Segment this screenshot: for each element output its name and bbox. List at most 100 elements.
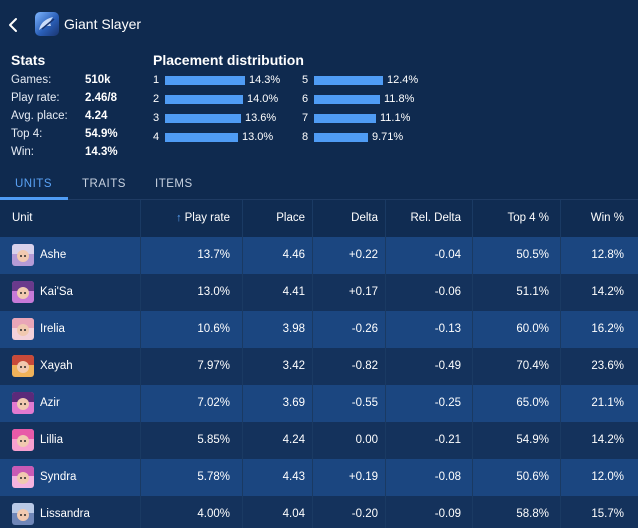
distribution-row: 8 9.71%: [302, 131, 442, 145]
placement-percent: 14.3%: [249, 74, 281, 86]
column-header-unit[interactable]: Unit: [12, 212, 33, 224]
cell-top4: 58.8%: [516, 508, 549, 520]
stat-value: 2.46/8: [85, 92, 117, 104]
distribution-row: 3 13.6%: [153, 112, 293, 126]
distribution-bar: [314, 76, 383, 85]
placement-number: 4: [153, 131, 160, 143]
table-row[interactable]: Kai'Sa 13.0% 4.41 +0.17 -0.06 51.1% 14.2%: [0, 274, 638, 311]
column-header-top4[interactable]: Top 4 %: [507, 212, 549, 224]
table-row[interactable]: Syndra 5.78% 4.43 +0.19 -0.08 50.6% 12.0%: [0, 459, 638, 496]
avatar-face: [17, 287, 29, 299]
distribution-bar: [165, 133, 238, 142]
placement-percent: 11.1%: [380, 112, 411, 124]
cell-play-rate: 5.78%: [197, 471, 230, 483]
placement-number: 1: [153, 74, 160, 86]
tab-traits[interactable]: TRAITS: [82, 178, 126, 190]
avatar-eye: [20, 477, 22, 479]
cell-play-rate: 7.97%: [197, 360, 230, 372]
avatar-eye: [20, 255, 22, 257]
cell-delta: -0.55: [351, 397, 378, 409]
placement-number: 3: [153, 112, 160, 124]
column-divider: [242, 200, 243, 528]
champion-avatar-icon: [12, 466, 34, 488]
distribution-row: 5 12.4%: [302, 74, 442, 88]
placement-number: 7: [302, 112, 309, 124]
column-divider: [312, 200, 313, 528]
cell-rel-delta: -0.04: [434, 249, 461, 261]
placement-percent: 13.6%: [245, 112, 277, 124]
cell-rel-delta: -0.06: [434, 286, 461, 298]
avatar-eye: [20, 366, 22, 368]
avatar-face: [17, 361, 29, 373]
header: Giant Slayer: [0, 0, 638, 50]
column-header-delta[interactable]: Delta: [351, 212, 378, 224]
table-row[interactable]: Lissandra 4.00% 4.04 -0.20 -0.09 58.8% 15.7%: [0, 496, 638, 528]
champion-avatar-icon: [12, 355, 34, 377]
placement-percent: 12.4%: [387, 74, 419, 86]
table-row[interactable]: Azir 7.02% 3.69 -0.55 -0.25 65.0% 21.1%: [0, 385, 638, 422]
tab-items[interactable]: ITEMS: [155, 178, 193, 190]
cell-rel-delta: -0.08: [434, 471, 461, 483]
cell-win: 21.1%: [591, 397, 624, 409]
stat-label: Play rate:: [11, 92, 60, 104]
table-row[interactable]: Xayah 7.97% 3.42 -0.82 -0.49 70.4% 23.6%: [0, 348, 638, 385]
column-header-win[interactable]: Win %: [590, 212, 624, 224]
champion-avatar-icon: [12, 281, 34, 303]
cell-win: 23.6%: [591, 360, 624, 372]
avatar-face: [17, 472, 29, 484]
column-header-place[interactable]: Place: [276, 212, 305, 224]
column-header-play-rate[interactable]: ↑ Play rate: [172, 212, 230, 224]
cell-win: 16.2%: [591, 323, 624, 335]
placement-number: 6: [302, 93, 309, 105]
placement-percent: 9.71%: [372, 131, 404, 143]
cell-place: 3.98: [282, 323, 305, 335]
avatar-eye: [20, 292, 22, 294]
cell-rel-delta: -0.13: [434, 323, 461, 335]
distribution-bar: [314, 133, 368, 142]
stat-label: Win:: [11, 146, 34, 158]
column-divider: [140, 200, 141, 528]
avatar-eye: [20, 514, 22, 516]
back-arrow-icon[interactable]: [6, 13, 22, 37]
tab-units[interactable]: UNITS: [15, 178, 52, 190]
distribution-bar: [165, 95, 243, 104]
cell-play-rate: 5.85%: [197, 434, 230, 446]
table-row[interactable]: Lillia 5.85% 4.24 0.00 -0.21 54.9% 14.2%: [0, 422, 638, 459]
cell-win: 14.2%: [591, 286, 624, 298]
stats-title: Stats: [11, 52, 46, 68]
column-divider: [560, 200, 561, 528]
cell-delta: -0.26: [351, 323, 378, 335]
avatar-eye: [24, 366, 26, 368]
active-tab-indicator: [0, 197, 68, 200]
stat-row: Win: 14.3%: [11, 146, 141, 162]
table-row[interactable]: Ashe 13.7% 4.46 +0.22 -0.04 50.5% 12.8%: [0, 237, 638, 274]
cell-win: 14.2%: [591, 434, 624, 446]
cell-top4: 50.6%: [516, 471, 549, 483]
stat-row: Games: 510k: [11, 74, 141, 90]
cell-play-rate: 10.6%: [197, 323, 230, 335]
placement-percent: 11.8%: [384, 93, 415, 105]
avatar-hair: [12, 466, 34, 476]
unit-name: Kai'Sa: [40, 286, 73, 298]
cell-place: 4.46: [282, 249, 305, 261]
tab-bar: UNITS TRAITS ITEMS: [0, 170, 638, 200]
avatar-eye: [20, 403, 22, 405]
distribution-bar: [165, 114, 241, 123]
placement-number: 5: [302, 74, 309, 86]
distribution-row: 2 14.0%: [153, 93, 293, 107]
distribution-row: 6 11.8%: [302, 93, 442, 107]
cell-top4: 60.0%: [516, 323, 549, 335]
avatar-eye: [24, 292, 26, 294]
cell-top4: 51.1%: [516, 286, 549, 298]
column-divider: [472, 200, 473, 528]
column-divider: [385, 200, 386, 528]
cell-play-rate: 7.02%: [197, 397, 230, 409]
column-header-rel-delta[interactable]: Rel. Delta: [410, 212, 462, 224]
cell-place: 3.69: [282, 397, 305, 409]
table-row[interactable]: Irelia 10.6% 3.98 -0.26 -0.13 60.0% 16.2%: [0, 311, 638, 348]
avatar-hair: [12, 503, 34, 513]
avatar-hair: [12, 318, 34, 328]
distribution-row: 7 11.1%: [302, 112, 442, 126]
cell-win: 12.0%: [591, 471, 624, 483]
champion-avatar-icon: [12, 318, 34, 340]
